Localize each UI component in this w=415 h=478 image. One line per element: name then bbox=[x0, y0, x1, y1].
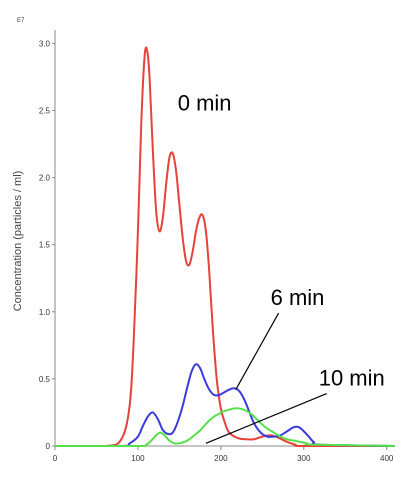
x-tick-label: 300 bbox=[297, 454, 311, 463]
x-tick-label: 200 bbox=[214, 454, 228, 463]
y-axis-label: Concentration (particles / ml) bbox=[12, 171, 24, 312]
y-tick-label: 0 bbox=[46, 442, 51, 451]
annotations-group: 0 min 6 min 10 min bbox=[178, 91, 385, 444]
y-tick-label: 2.5 bbox=[39, 107, 51, 116]
series-line-0min bbox=[54, 46, 395, 448]
x-axis-ticks: 0 100 200 300 400 bbox=[53, 446, 394, 463]
annotation-10min: 10 min bbox=[319, 366, 385, 391]
x-tick-label: 0 bbox=[53, 454, 58, 463]
annotation-pointer-line bbox=[235, 312, 280, 390]
y-tick-label: 0.5 bbox=[39, 375, 51, 384]
annotation-pointer-line bbox=[205, 393, 327, 444]
series-group bbox=[54, 46, 396, 448]
y-multiplier-label: E7 bbox=[17, 18, 25, 24]
y-tick-label: 2.0 bbox=[39, 174, 51, 183]
y-tick-label: 1.5 bbox=[39, 241, 51, 250]
x-tick-label: 100 bbox=[131, 454, 145, 463]
y-tick-label: 1.0 bbox=[39, 308, 51, 317]
x-tick-label: 400 bbox=[380, 454, 394, 463]
series-line-6min bbox=[54, 363, 396, 448]
y-axis-ticks: 0 0.5 1.0 1.5 2.0 2.5 3.0 bbox=[39, 39, 55, 451]
y-tick-label: 3.0 bbox=[39, 39, 51, 48]
series-line-10min bbox=[54, 407, 396, 448]
annotation-6min: 6 min bbox=[271, 285, 325, 310]
annotation-0min: 0 min bbox=[178, 91, 232, 116]
